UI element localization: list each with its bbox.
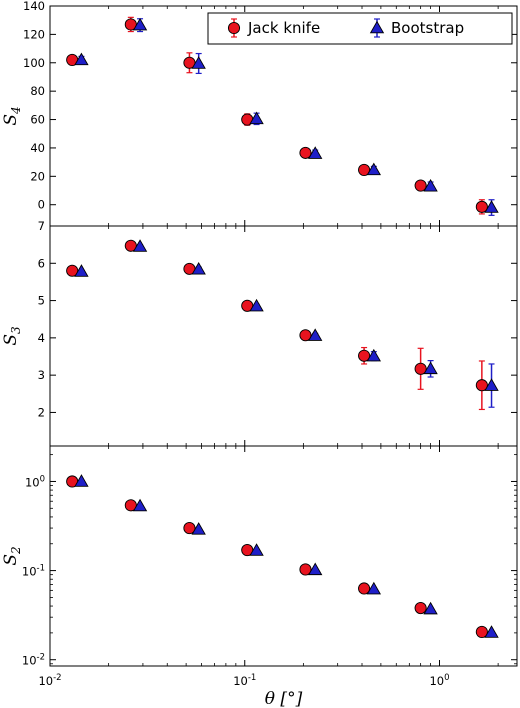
y-axis-label-symbol: S [1,554,21,566]
y-tick-label: 3 [38,368,45,382]
data-point [191,56,206,69]
y-tick-label: 80 [30,84,45,98]
y-tick-label: 120 [23,27,45,41]
data-point [366,348,381,362]
data-point [249,111,264,125]
data-point [132,17,148,31]
y-tick-label-exponent: 0 [40,474,45,484]
legend-marker [227,21,241,35]
data-point [414,362,427,375]
series-jack-knife [66,16,488,215]
data-point [423,178,438,192]
y-tick-label: 60 [30,113,45,127]
y-axis-label-symbol: S [1,114,21,126]
data-point [414,601,427,615]
panel-s4: 0 20 40 60 80 100 120 140 S4 [1,0,518,227]
panel-frame [49,445,518,667]
y-tick-label: 10-1 [22,564,45,579]
data-point [358,582,371,595]
data-point [249,298,264,312]
x-tick-label-exponent: -1 [248,673,256,683]
x-tick-label-exponent: -2 [53,673,61,683]
legend-entry: Bootstrap [369,18,464,38]
data-point [299,329,312,342]
y-tick-label: 5 [38,294,45,308]
data-point [308,328,323,341]
data-point [299,146,312,159]
x-tick-label-base: 10 [38,674,53,688]
y-tick-label-exponent: -2 [37,653,45,663]
y-tick-label-base: 10 [22,565,37,579]
y-axis-label-subscript: 3 [9,326,23,334]
data-point [366,162,381,176]
data-point [484,200,499,213]
y-axis-label-subscript: 4 [9,106,23,115]
data-point [475,625,488,638]
y-tick-label: 2 [38,405,45,419]
data-point [74,52,89,66]
x-tick-label: 10-1 [233,673,256,688]
data-point [358,349,371,362]
y-tick-label: 7 [38,219,45,233]
data-point [484,378,499,391]
x-tick-label: 10-2 [38,673,61,688]
y-tick-label: 140 [23,0,45,13]
data-point [74,264,89,277]
data-point [299,563,312,576]
series-bootstrap [74,17,499,216]
data-point [366,581,381,595]
y-tick-label: 20 [30,169,45,183]
y-axis-label: S2 [1,546,23,565]
data-point [191,522,206,535]
series-jack-knife [66,475,488,638]
data-point [423,361,438,375]
y-tick-label: 10-2 [22,653,45,668]
data-point [308,146,323,159]
data-point [74,474,89,487]
series-bootstrap [74,239,499,408]
x-tick-label: 100 [429,673,449,688]
y-tick-label: 40 [30,141,45,155]
y-tick-label: 0 [38,198,45,212]
series-jack-knife [66,239,488,411]
y-tick-label: 6 [38,256,45,270]
legend: Jack knife Bootstrap [207,12,513,45]
y-axis-label-subscript: 2 [9,546,23,555]
series-bootstrap [74,474,499,638]
data-point [191,261,206,275]
legend-entry: Jack knife [227,18,320,38]
y-tick-label-base: 10 [22,654,37,668]
x-tick-label-base: 10 [233,674,248,688]
panel-frame [49,225,518,447]
data-point [475,200,488,213]
legend-label: Bootstrap [391,19,464,37]
legend-label: Jack knife [247,19,320,37]
y-axis-label: S3 [1,326,23,346]
data-point [484,625,499,638]
data-point [183,522,196,535]
x-tick-label-base: 10 [429,674,444,688]
data-point [475,379,488,392]
x-tick-label-exponent: 0 [444,673,449,683]
y-tick-label: 4 [38,331,45,345]
data-point [308,562,323,576]
x-axis-label: θ [°] [265,689,303,708]
data-point [132,498,148,512]
legend-box [207,12,513,45]
y-axis-label-symbol: S [1,334,21,346]
data-point [249,543,264,556]
y-tick-label: 100 [25,474,45,489]
data-point [414,179,427,192]
y-tick-label-base: 10 [25,475,40,489]
y-tick-label-exponent: -1 [37,564,45,574]
y-tick-label: 100 [23,56,45,70]
data-point [132,239,148,252]
legend-marker [369,20,385,34]
data-point [423,601,438,615]
y-axis-label: S4 [1,106,23,125]
